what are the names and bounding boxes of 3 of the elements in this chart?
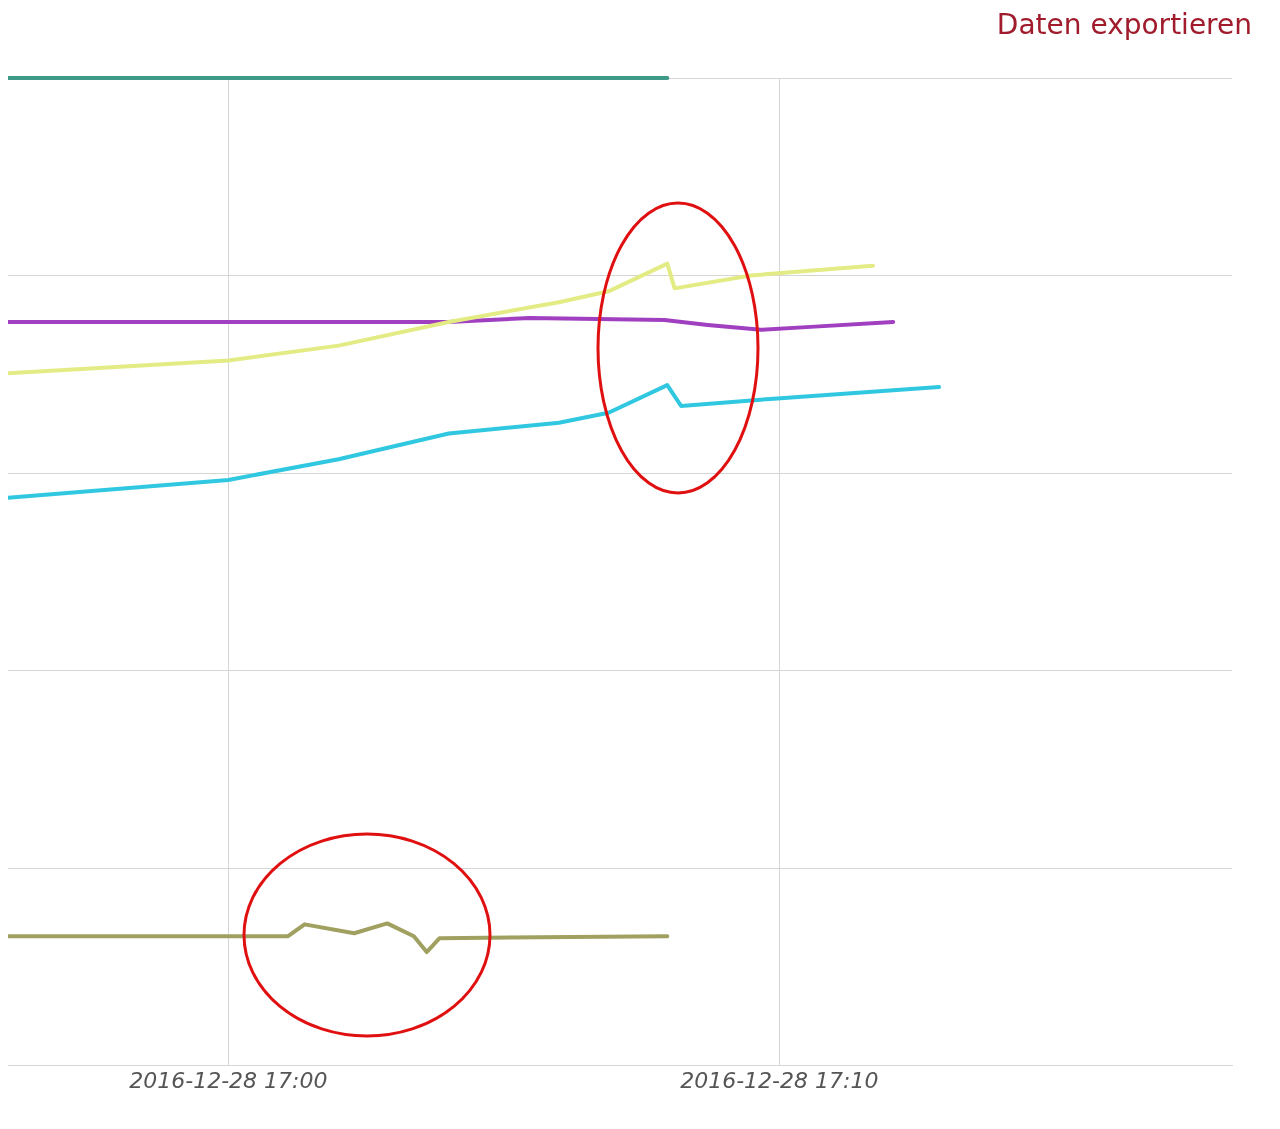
text: Daten exportieren xyxy=(996,8,1252,41)
x-tick-label: 2016-12-28 17:00 xyxy=(129,1067,328,1093)
x-tick-label: 2016-12-28 17:10 xyxy=(680,1067,879,1093)
